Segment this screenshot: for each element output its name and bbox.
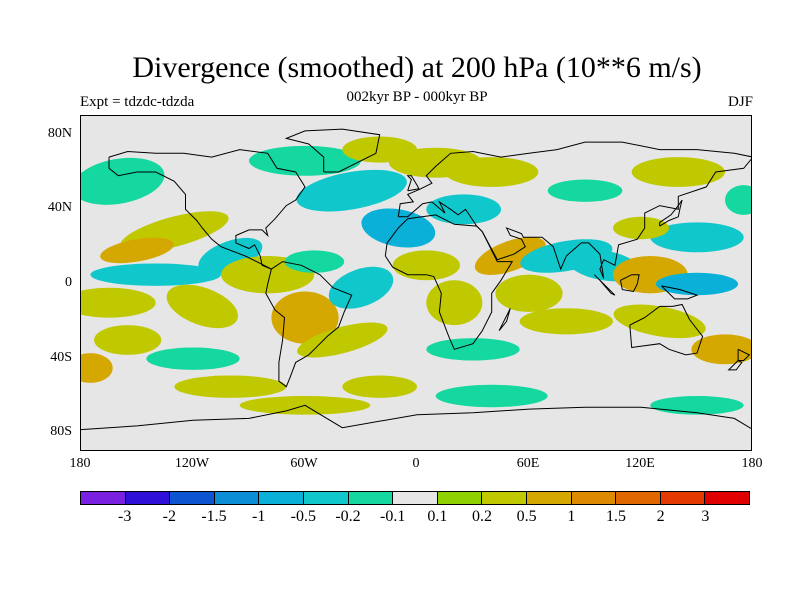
divergence-patch bbox=[328, 266, 394, 309]
divergence-patch bbox=[474, 237, 546, 275]
divergence-patch bbox=[445, 157, 539, 187]
lat-tick-label: 80N bbox=[47, 125, 72, 141]
lon-tick-label: 60E bbox=[516, 456, 540, 471]
colorbar-bin bbox=[660, 492, 706, 504]
divergence-patch bbox=[271, 291, 339, 344]
divergence-patch bbox=[426, 280, 483, 326]
coastline bbox=[81, 404, 751, 431]
divergence-patch bbox=[284, 250, 345, 273]
divergence-patch bbox=[725, 185, 751, 215]
divergence-patch bbox=[146, 347, 240, 370]
colorbar-label: -1.5 bbox=[201, 508, 227, 525]
coastline bbox=[397, 141, 751, 279]
colorbar-label: 0.1 bbox=[427, 508, 448, 525]
colorbar-bin bbox=[303, 492, 349, 504]
divergence-patch bbox=[81, 287, 156, 318]
lat-tick-label: 40S bbox=[50, 349, 72, 365]
colorbar-bin bbox=[259, 492, 304, 504]
divergence-patch bbox=[435, 384, 548, 408]
chart-title: Divergence (smoothed) at 200 hPa (10**6 … bbox=[132, 51, 702, 84]
colorbar-label: -2 bbox=[162, 508, 176, 525]
divergence-patch bbox=[342, 375, 417, 398]
divergence-patch bbox=[166, 284, 238, 329]
lon-tick-label: 0 bbox=[412, 456, 420, 471]
lat-tick-label: 40N bbox=[47, 200, 72, 216]
divergence-patch bbox=[613, 304, 706, 339]
colorbar-bin bbox=[348, 492, 394, 504]
coastline bbox=[727, 360, 743, 371]
coastline bbox=[593, 274, 616, 296]
colorbar-bin bbox=[81, 492, 126, 504]
lon-tick-label: 180 bbox=[69, 456, 91, 471]
colorbar-bin bbox=[214, 492, 260, 504]
colorbar-label: -0.1 bbox=[379, 508, 406, 525]
coastline bbox=[661, 285, 699, 300]
colorbar-bin bbox=[526, 492, 572, 504]
divergence-patch bbox=[547, 179, 623, 202]
lat-tick-label: 0 bbox=[65, 275, 72, 290]
divergence-patch bbox=[426, 194, 501, 225]
lat-tick-label: 80S bbox=[50, 424, 72, 440]
divergence-patch bbox=[426, 338, 520, 361]
map-panel bbox=[80, 115, 752, 451]
colorbar-label: 0.2 bbox=[472, 508, 492, 525]
divergence-map bbox=[81, 128, 751, 431]
season-label: DJF bbox=[727, 94, 753, 110]
coastline bbox=[620, 274, 640, 293]
colorbar-label: -3 bbox=[117, 508, 132, 525]
colorbar-label: 3 bbox=[701, 508, 710, 525]
coastlines bbox=[81, 128, 751, 431]
divergence-patch bbox=[495, 274, 563, 312]
coastline bbox=[108, 149, 306, 270]
divergence-patch bbox=[174, 375, 287, 398]
colorbar-bin bbox=[393, 492, 438, 504]
divergence-patch bbox=[631, 157, 725, 187]
divergence-patch bbox=[392, 250, 460, 281]
experiment-label: Expt = tdzdc-tdzda bbox=[80, 94, 195, 110]
divergence-patch bbox=[296, 169, 407, 212]
divergence-patch bbox=[90, 263, 221, 286]
colorbar-label: 2 bbox=[656, 508, 665, 525]
divergence-patch bbox=[100, 237, 174, 264]
colorbar-label: -0.5 bbox=[290, 508, 316, 525]
divergence-field bbox=[81, 136, 751, 415]
divergence-patch bbox=[81, 157, 165, 205]
coastline bbox=[498, 308, 511, 332]
colorbar-label: 0.5 bbox=[516, 508, 537, 525]
divergence-patch bbox=[691, 334, 751, 365]
lon-tick-label: 180 bbox=[741, 456, 763, 471]
coastline bbox=[737, 348, 751, 361]
colorbar-bin bbox=[170, 492, 215, 504]
divergence-patch bbox=[613, 216, 669, 240]
divergence-patch bbox=[94, 325, 162, 355]
divergence-patch bbox=[650, 222, 744, 253]
colorbar-bin bbox=[125, 492, 171, 504]
divergence-patch bbox=[297, 322, 388, 358]
coastline bbox=[384, 214, 514, 350]
colorbar-bin bbox=[616, 492, 661, 504]
coastline bbox=[659, 199, 683, 227]
divergence-patch bbox=[650, 396, 744, 415]
colorbar-label: 1 bbox=[567, 508, 576, 525]
divergence-patch bbox=[81, 353, 113, 383]
colorbar-label: -0.2 bbox=[335, 508, 361, 525]
colorbar-bin bbox=[705, 492, 749, 504]
colorbar-bin bbox=[437, 492, 483, 504]
lon-tick-label: 120E bbox=[625, 456, 655, 471]
colorbar-bin bbox=[571, 492, 617, 504]
coastline bbox=[629, 303, 704, 356]
colorbar-label: -1 bbox=[251, 508, 266, 525]
coastline bbox=[406, 175, 420, 192]
coastline bbox=[265, 261, 353, 388]
lon-tick-label: 60W bbox=[290, 456, 318, 471]
divergence-patch bbox=[519, 308, 613, 335]
colorbar-bin bbox=[482, 492, 527, 504]
chart-subtitle: 002kyr BP - 000kyr BP bbox=[346, 89, 488, 105]
divergence-patch bbox=[655, 272, 739, 296]
colorbar-label: 1.5 bbox=[606, 508, 626, 525]
coastline bbox=[284, 128, 381, 173]
colorbar bbox=[80, 491, 750, 505]
lon-tick-label: 120W bbox=[174, 456, 210, 471]
